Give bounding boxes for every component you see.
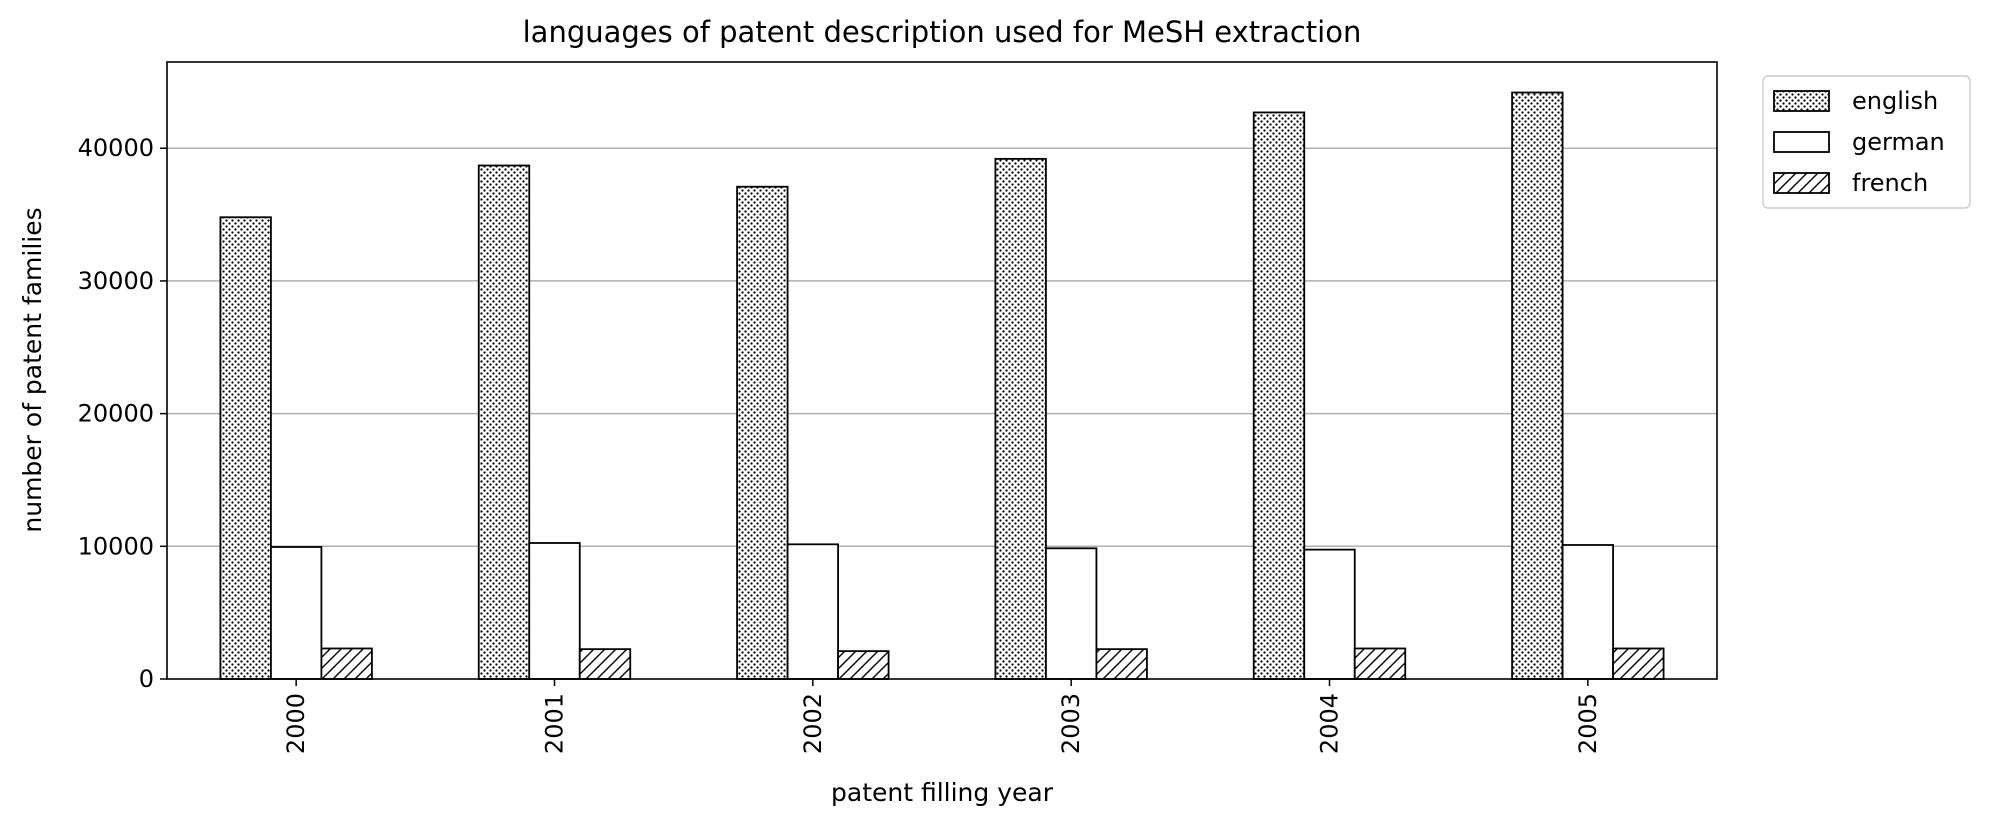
x-axis-ticks: 2000 2001 2002 2003 2004 2005 bbox=[282, 679, 1602, 754]
x-tick-label: 2001 bbox=[541, 693, 569, 754]
legend-label-german: german bbox=[1852, 128, 1945, 156]
x-tick-label: 2004 bbox=[1316, 693, 1344, 754]
bar-german-2005 bbox=[1563, 545, 1614, 679]
legend: english german french bbox=[1763, 76, 1970, 208]
y-tick-label: 40000 bbox=[78, 134, 154, 162]
y-gridlines bbox=[167, 148, 1717, 546]
bar-french-2004 bbox=[1355, 648, 1406, 679]
bar-german-2001 bbox=[529, 543, 580, 679]
bar-french-2003 bbox=[1096, 649, 1147, 679]
bar-english-2003 bbox=[995, 159, 1046, 679]
bar-english-2002 bbox=[737, 187, 788, 679]
bar-french-2001 bbox=[580, 649, 631, 679]
bar-german-2003 bbox=[1046, 548, 1097, 679]
legend-label-french: french bbox=[1852, 169, 1928, 197]
x-tick-label: 2002 bbox=[799, 693, 827, 754]
legend-label-english: english bbox=[1852, 87, 1938, 115]
y-tick-label: 20000 bbox=[78, 400, 154, 428]
y-tick-label: 30000 bbox=[78, 267, 154, 295]
bar-french-2000 bbox=[321, 648, 372, 679]
plot-frame bbox=[167, 62, 1717, 679]
bar-english-2000 bbox=[220, 217, 271, 679]
bar-german-2002 bbox=[788, 544, 839, 679]
x-tick-label: 2000 bbox=[282, 693, 310, 754]
legend-swatch-english bbox=[1774, 91, 1829, 111]
x-tick-label: 2003 bbox=[1057, 693, 1085, 754]
chart-title: languages of patent description used for… bbox=[523, 15, 1362, 49]
bar-english-2001 bbox=[479, 165, 530, 679]
bar-english-2004 bbox=[1254, 112, 1305, 679]
bar-german-2004 bbox=[1304, 550, 1355, 679]
bar-french-2005 bbox=[1613, 648, 1664, 679]
x-axis-label: patent filling year bbox=[831, 778, 1054, 807]
y-tick-label: 10000 bbox=[78, 532, 154, 560]
y-tick-label: 0 bbox=[139, 665, 154, 693]
y-axis-ticks: 0 10000 20000 30000 40000 bbox=[78, 134, 167, 693]
bar-french-2002 bbox=[838, 651, 889, 679]
y-axis-label: number of patent families bbox=[18, 207, 47, 532]
bar-english-2005 bbox=[1512, 93, 1563, 679]
x-tick-label: 2005 bbox=[1574, 693, 1602, 754]
bar-german-2000 bbox=[271, 547, 322, 679]
bars bbox=[220, 93, 1663, 679]
legend-swatch-french bbox=[1774, 173, 1829, 193]
legend-swatch-german bbox=[1774, 132, 1829, 152]
